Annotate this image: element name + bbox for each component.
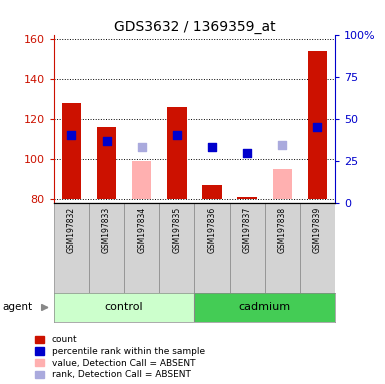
Bar: [264, 202, 300, 293]
Text: GSM197839: GSM197839: [313, 207, 322, 253]
Bar: [308, 51, 327, 199]
Point: [209, 144, 215, 150]
Bar: [124, 202, 159, 293]
Bar: [159, 202, 194, 293]
Text: GSM197833: GSM197833: [102, 207, 111, 253]
Point: [104, 137, 110, 144]
Text: GSM197837: GSM197837: [243, 207, 252, 253]
Bar: [97, 127, 116, 199]
Bar: [203, 185, 222, 199]
Text: GSM197832: GSM197832: [67, 207, 76, 253]
Bar: [238, 197, 257, 199]
Bar: [62, 103, 81, 199]
Bar: [300, 202, 335, 293]
Bar: [54, 293, 194, 322]
Legend: count, percentile rank within the sample, value, Detection Call = ABSENT, rank, : count, percentile rank within the sample…: [35, 335, 205, 379]
Point: [244, 149, 250, 156]
Point: [314, 124, 320, 130]
Bar: [229, 202, 265, 293]
Bar: [132, 161, 151, 199]
Bar: [273, 169, 292, 199]
Text: agent: agent: [2, 303, 32, 313]
Title: GDS3632 / 1369359_at: GDS3632 / 1369359_at: [114, 20, 275, 33]
Text: control: control: [105, 303, 144, 313]
Bar: [89, 202, 124, 293]
Bar: [167, 106, 186, 199]
Text: cadmium: cadmium: [239, 303, 291, 313]
Point: [69, 131, 75, 137]
Point: [139, 144, 145, 150]
Point: [279, 141, 285, 147]
Bar: [194, 293, 335, 322]
Point: [174, 131, 180, 137]
Bar: [54, 202, 89, 293]
Text: GSM197838: GSM197838: [278, 207, 287, 253]
Text: GSM197835: GSM197835: [172, 207, 181, 253]
Text: GSM197836: GSM197836: [208, 207, 216, 253]
Text: GSM197834: GSM197834: [137, 207, 146, 253]
Bar: [194, 202, 229, 293]
